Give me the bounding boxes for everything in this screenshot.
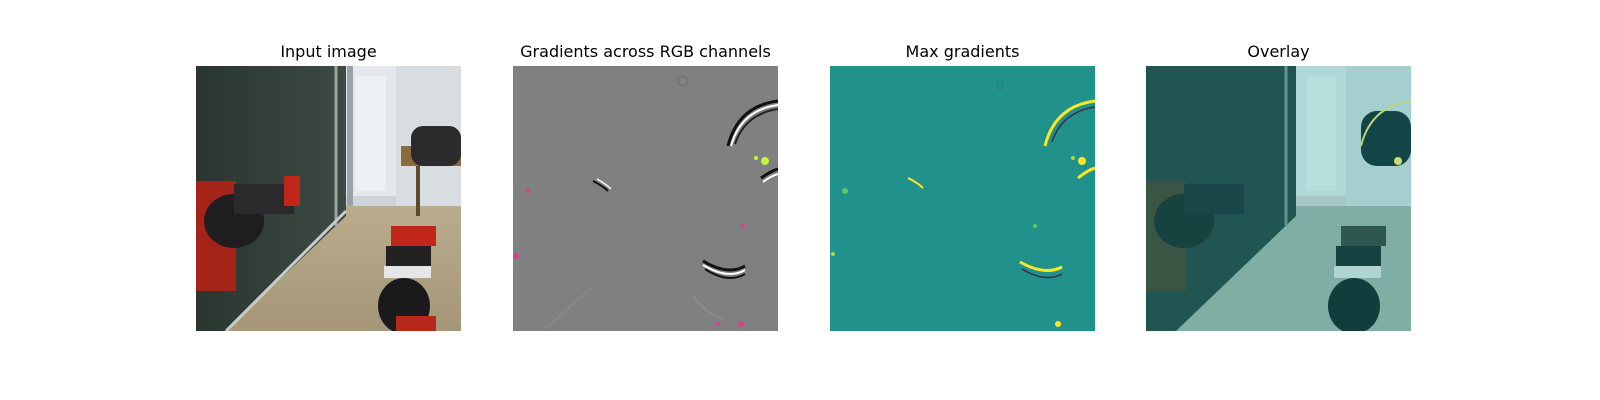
rgb-gradients-map bbox=[513, 66, 778, 331]
overlay-title: Overlay bbox=[1247, 42, 1310, 61]
max-gradients-title: Max gradients bbox=[905, 42, 1020, 61]
overlay-image bbox=[1146, 66, 1411, 331]
input-image-photo bbox=[196, 66, 461, 331]
overlay-panel: Overlay bbox=[1146, 0, 1411, 400]
max-gradients-map bbox=[830, 66, 1095, 331]
input-image-panel: Input image bbox=[196, 0, 461, 400]
overlay-photo bbox=[1146, 66, 1411, 331]
max-gradients-image bbox=[830, 66, 1095, 331]
rgb-gradients-title: Gradients across RGB channels bbox=[520, 42, 771, 61]
input-image-title: Input image bbox=[280, 42, 377, 61]
input-image bbox=[196, 66, 461, 331]
rgb-gradients-panel: Gradients across RGB channels bbox=[513, 0, 778, 400]
max-gradients-panel: Max gradients bbox=[830, 0, 1095, 400]
rgb-gradients-image bbox=[513, 66, 778, 331]
